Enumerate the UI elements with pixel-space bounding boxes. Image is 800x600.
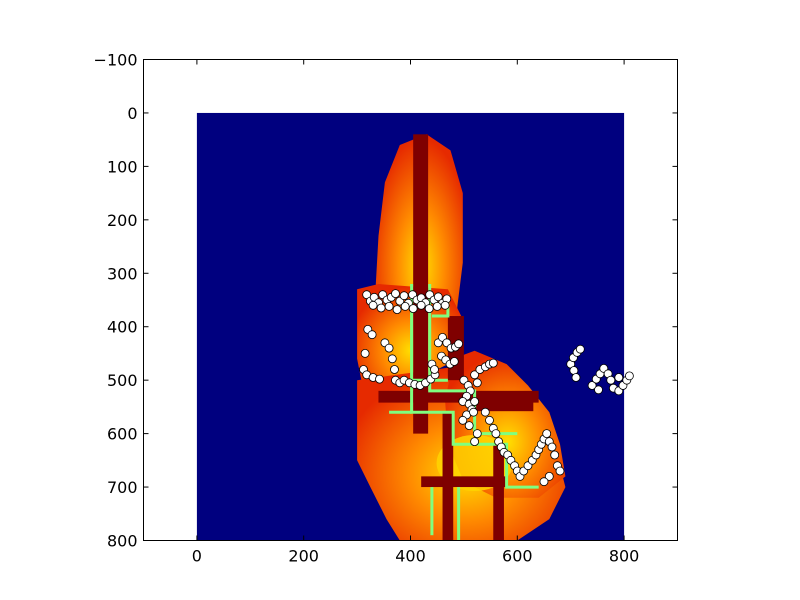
scatter-point: [399, 291, 409, 301]
scatter-point: [432, 301, 442, 311]
scatter-point: [472, 378, 482, 388]
y-tick-label: 300: [107, 264, 138, 283]
x-tick-label: 400: [395, 547, 426, 566]
scatter-point: [391, 289, 400, 299]
scatter-point: [470, 397, 480, 406]
scatter-point: [485, 415, 494, 425]
scatter-point: [376, 303, 386, 313]
y-tick-label: 700: [107, 478, 138, 497]
x-ticks: 0 200 400 600 800: [192, 59, 640, 566]
scatter-point: [472, 429, 482, 439]
scatter-point: [387, 354, 397, 364]
y-tick-label: 200: [107, 211, 138, 230]
scatter-point: [408, 304, 418, 314]
y-tick-label: 500: [107, 371, 138, 390]
y-tick-label: −100: [94, 51, 138, 70]
scatter-point: [488, 358, 498, 368]
scatter-point: [424, 304, 434, 314]
scatter-points: [359, 289, 634, 487]
scatter-point: [449, 357, 459, 366]
scatter-point: [458, 415, 468, 425]
scatter-point: [400, 301, 410, 311]
scatter-point: [470, 437, 480, 447]
wall-2: [421, 476, 507, 488]
x-tick-label: 200: [288, 547, 319, 566]
scatter-point: [555, 466, 565, 476]
x-tick-label: 600: [502, 547, 533, 566]
wall-3: [442, 412, 454, 540]
scatter-point: [390, 365, 399, 374]
wall-corridors: [378, 134, 539, 540]
scatter-point: [575, 344, 585, 354]
x-tick-label: 800: [609, 547, 640, 566]
scatter-point: [606, 375, 616, 385]
scatter-point: [547, 442, 557, 452]
scatter-point: [384, 301, 394, 311]
y-tick-label: 100: [107, 157, 138, 176]
scatter-point: [440, 300, 450, 310]
scatter-point: [480, 407, 490, 417]
scatter-point: [360, 348, 370, 358]
scatter-point: [614, 373, 624, 382]
heatmap-image: [196, 112, 625, 540]
y-tick-label: 0: [127, 104, 137, 123]
scatter-point: [571, 373, 581, 382]
scatter-point: [433, 292, 443, 302]
scatter-point: [539, 477, 549, 487]
wall-6: [474, 401, 534, 412]
scatter-point: [464, 421, 474, 431]
scatter-point: [430, 365, 439, 374]
scatter-point: [491, 429, 501, 439]
scatter-point: [625, 371, 634, 381]
scatter-point: [470, 370, 480, 380]
scatter-point: [384, 343, 394, 353]
scatter-point: [367, 330, 377, 340]
scatter-point: [375, 374, 384, 384]
scatter-point: [368, 300, 378, 310]
scatter-point: [544, 471, 554, 481]
scatter-point: [454, 339, 464, 349]
scatter-point: [416, 300, 426, 310]
scatter-point: [542, 429, 552, 439]
scatter-point: [594, 385, 603, 395]
wall-1: [378, 390, 539, 403]
scatter-point: [469, 407, 478, 417]
scatter-point: [392, 305, 402, 315]
wall-0: [413, 134, 429, 434]
scatter-point: [550, 450, 560, 460]
y-tick-label: 800: [107, 532, 138, 551]
y-ticks: −100 0 100 200 300 400 500 600 700 800: [94, 51, 678, 551]
scatter-point: [587, 381, 597, 390]
wall-4: [493, 444, 504, 540]
x-tick-label: 0: [192, 547, 202, 566]
y-tick-label: 600: [107, 425, 138, 444]
y-tick-label: 400: [107, 318, 138, 337]
axes-frame: [143, 59, 678, 541]
